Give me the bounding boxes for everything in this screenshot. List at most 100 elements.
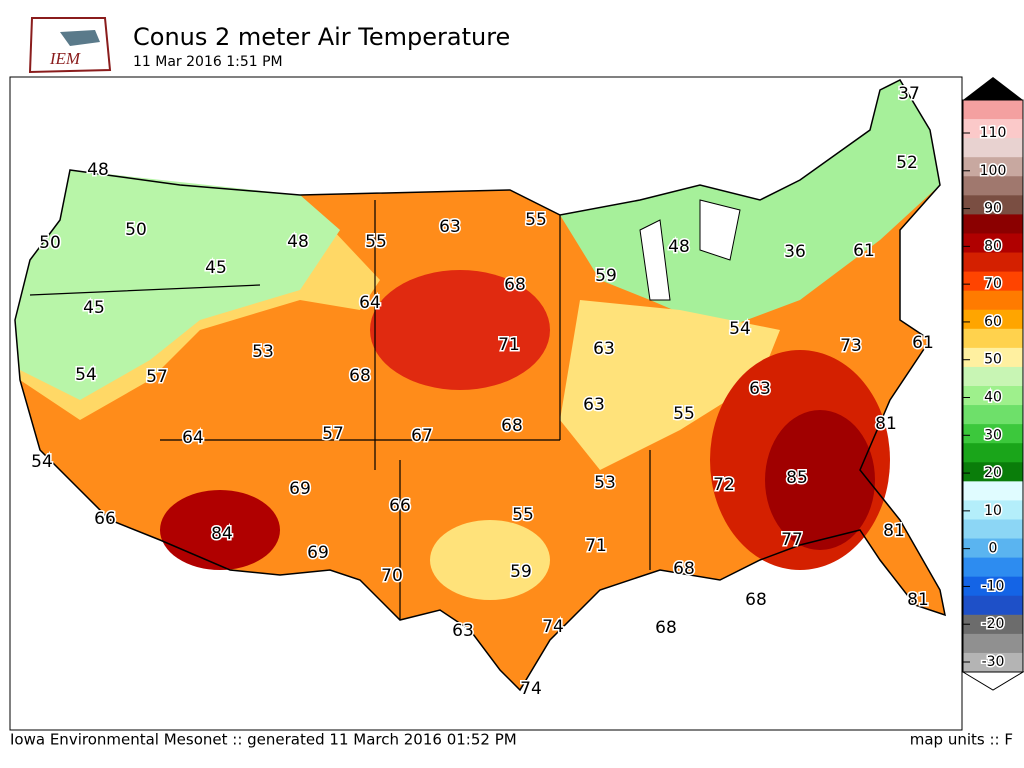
station-value: 55 [512,505,534,525]
station-value: 36 [784,242,806,262]
colorbar-band [963,614,1023,635]
station-value: 54 [75,365,97,385]
station-value: 63 [583,395,605,415]
colorbar-band [963,500,1023,520]
station-value: 48 [668,237,690,257]
colorbar-band [963,386,1023,406]
station-value: 52 [896,153,918,173]
station-value: 63 [439,217,461,237]
colorbar-band [963,443,1023,463]
colorbar-band [963,100,1023,120]
station-value: 37 [898,84,920,104]
colorbar-band [963,233,1023,254]
station-value: 55 [673,404,695,424]
station-value: 77 [781,530,803,550]
footer-units: map units :: F [910,731,1013,749]
colorbar-label: 60 [984,314,1002,330]
colorbar-band [963,595,1023,616]
station-value: 67 [411,426,433,446]
colorbar-band [963,347,1023,368]
colorbar-band [963,538,1023,559]
colorbar-band [963,405,1023,425]
station-value: 54 [729,319,751,339]
station-value: 64 [359,293,381,313]
colorbar-label: 20 [984,465,1002,481]
logo-text: IEM [49,49,81,68]
station-value: 61 [912,333,934,353]
colorbar-band [963,366,1023,387]
colorbar-band [963,119,1023,139]
colorbar-band [963,290,1023,311]
colorbar-label: -10 [982,578,1005,594]
colorbar-band [963,309,1023,330]
station-value: 74 [542,617,564,637]
station-value: 72 [713,475,735,495]
colorbar-band [963,328,1023,349]
station-value: 71 [585,536,607,556]
colorbar-band [963,481,1023,501]
colorbar-cap [961,671,1024,691]
colorbar-band [963,424,1023,444]
station-value: 70 [381,566,403,586]
station-value: 73 [840,336,862,356]
station-value: 61 [853,241,875,261]
station-value: 63 [452,621,474,641]
station-value: 48 [287,232,309,252]
subtitle: 11 Mar 2016 1:51 PM [133,54,283,70]
station-value: 81 [907,590,929,610]
station-value: 81 [883,521,905,541]
colorbar-cap [963,77,1023,100]
station-value: 55 [365,232,387,252]
colorbar-label: 80 [984,238,1002,254]
colorbar-band [963,576,1023,597]
colorbar-frame [962,99,1024,673]
station-value: 59 [595,266,617,286]
colorbar-label: 70 [984,276,1002,292]
colorbar-band [963,252,1023,273]
colorbar-band [963,652,1023,673]
station-value: 45 [83,298,105,318]
station-value: 63 [593,339,615,359]
station-value: 68 [745,590,767,610]
colorbar-band [963,157,1023,177]
station-value: 84 [211,524,233,544]
colorbar-band [963,214,1023,234]
station-value: 59 [510,562,532,582]
station-value: 68 [501,416,523,436]
station-value: 74 [520,679,542,699]
station-value: 53 [252,342,274,362]
station-value: 69 [289,479,311,499]
station-value: 85 [786,468,808,488]
colorbar-band [963,271,1023,292]
colorbar-label: 90 [984,201,1002,217]
station-value: 54 [31,452,53,472]
station-value: 57 [322,424,344,444]
station-value: 71 [498,335,520,355]
colorbar-label: 110 [980,125,1007,141]
colorbar-band [963,138,1023,158]
colorbar-band [963,633,1023,654]
station-value: 50 [125,220,147,240]
colorbar-label: 10 [984,503,1002,519]
title: Conus 2 meter Air Temperature [133,23,510,51]
colorbar-label: 0 [989,541,998,557]
colorbar-label: -30 [982,654,1005,670]
station-value: 68 [349,366,371,386]
station-value: 66 [389,496,411,516]
station-value: 64 [182,428,204,448]
footer-credit: Iowa Environmental Mesonet :: generated … [10,731,517,749]
colorbar-band [963,557,1023,578]
station-value: 63 [749,379,771,399]
station-value: 53 [594,473,616,493]
station-value: 68 [504,275,526,295]
colorbar-label: 50 [984,352,1002,368]
colorbar-band [963,176,1023,196]
station-value: 66 [94,509,116,529]
colorbar-label: 100 [980,163,1007,179]
station-value: 68 [673,559,695,579]
station-value: 68 [655,618,677,638]
station-value: 81 [875,414,897,434]
station-value: 55 [525,210,547,230]
station-value: 50 [39,233,61,253]
